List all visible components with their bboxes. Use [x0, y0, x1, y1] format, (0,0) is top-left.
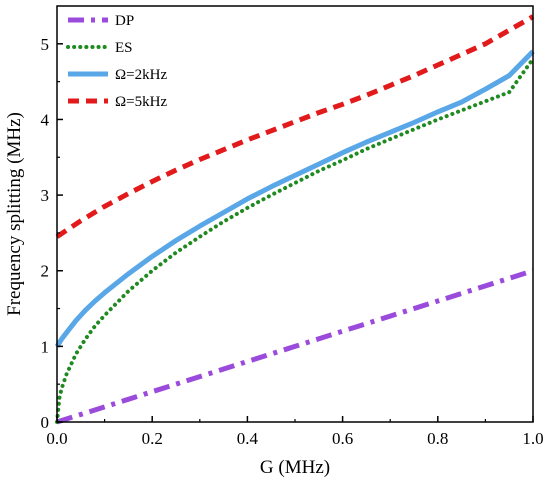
y-tick-label: 2 [41, 262, 50, 281]
series-line-2 [55, 56, 535, 424]
legend-label-2: ES [115, 40, 133, 56]
y-tick-label: 5 [41, 35, 50, 54]
y-tick-label: 0 [41, 413, 50, 432]
x-tick-label: 1.0 [522, 429, 543, 448]
series-line-4 [55, 14, 535, 239]
y-axis-label: Frequency splitting (MHz) [4, 112, 25, 316]
x-axis-label: G (MHz) [260, 457, 330, 478]
x-tick-label: 0.8 [427, 429, 448, 448]
x-tick-label: 0.0 [46, 429, 67, 448]
x-tick-label: 0.4 [237, 429, 259, 448]
legend-label-1: DP [115, 13, 134, 29]
legend-label-3: Ω=2kHz [115, 67, 167, 83]
series-line-1 [56, 268, 534, 425]
plot-area [54, 14, 535, 425]
legend: DP ES Ω=2kHz Ω=5kHz [66, 13, 167, 110]
y-tick-label: 1 [41, 337, 50, 356]
series-line-3 [54, 49, 535, 348]
y-tick-label: 3 [41, 186, 50, 205]
legend-label-4: Ω=5kHz [115, 94, 167, 110]
axis-ticks: 0.0 0.2 0.4 0.6 0.8 1.0 0 1 2 3 4 5 [41, 35, 544, 448]
x-tick-label: 0.2 [142, 429, 163, 448]
y-tick-label: 4 [41, 110, 50, 129]
x-tick-label: 0.6 [332, 429, 353, 448]
